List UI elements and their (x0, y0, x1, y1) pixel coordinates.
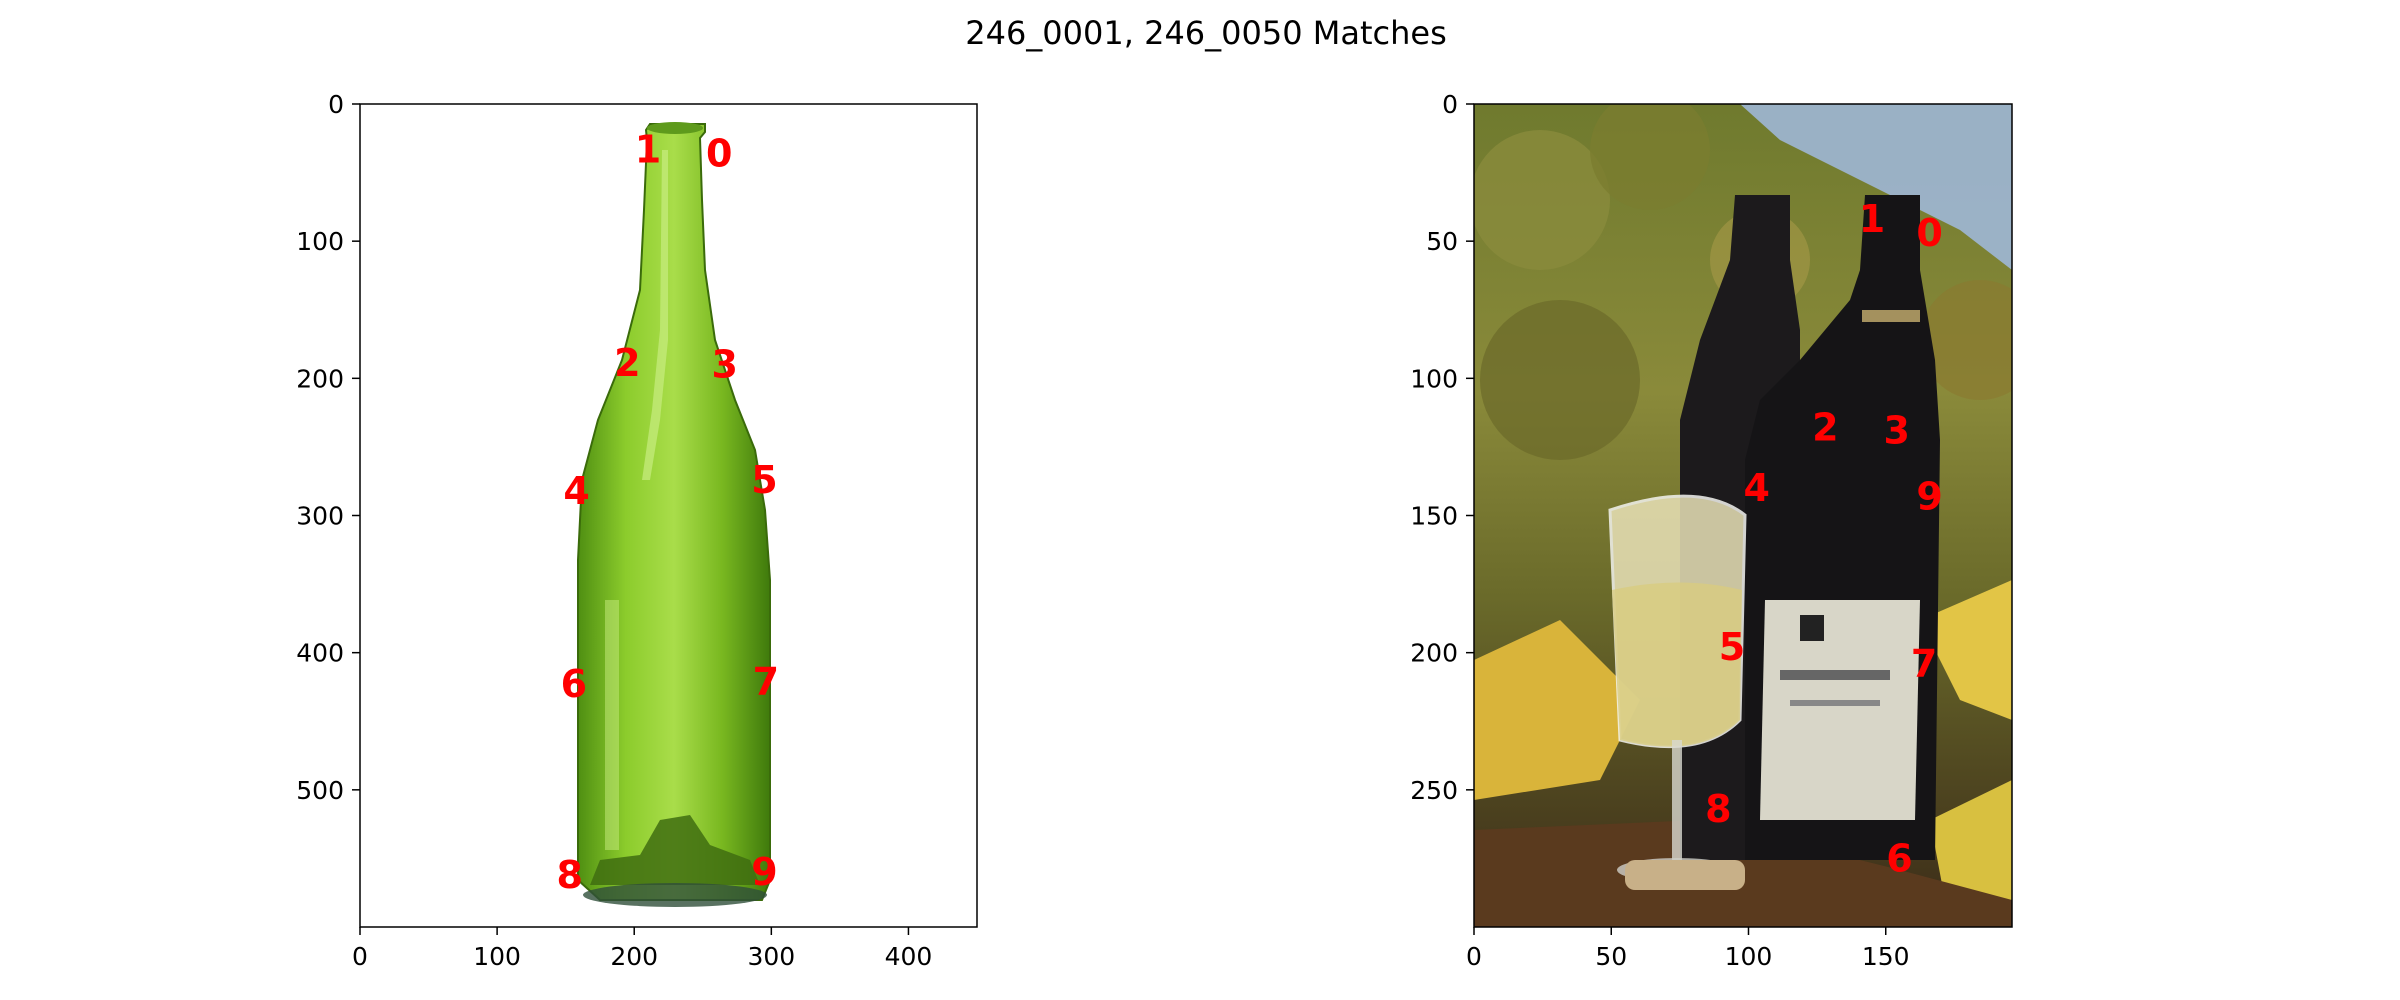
keypoint-label: 6 (561, 662, 587, 706)
left-x-axis: 0 100 200 300 400 (352, 927, 932, 971)
y-tick-label: 100 (1410, 364, 1458, 393)
y-tick-label: 150 (1410, 502, 1458, 531)
keypoint-label: 4 (1743, 466, 1769, 510)
keypoint-label: 1 (1859, 197, 1885, 241)
y-tick-label: 300 (296, 502, 344, 531)
keypoint-label: 2 (1812, 406, 1838, 450)
x-tick-label: 300 (747, 942, 795, 971)
y-tick-label: 200 (296, 364, 344, 393)
keypoint-label: 8 (1705, 787, 1731, 831)
x-tick-label: 400 (885, 942, 933, 971)
x-tick-label: 50 (1595, 942, 1627, 971)
x-tick-label: 150 (1862, 942, 1910, 971)
right-x-axis: 0 50 100 150 (1466, 927, 1910, 971)
keypoint-label: 6 (1886, 836, 1912, 880)
keypoint-label: 1 (635, 127, 661, 171)
keypoint-label: 2 (614, 341, 640, 385)
keypoint-label: 5 (1719, 625, 1745, 669)
right-image (1474, 104, 2012, 927)
right-y-axis: 0 50 100 150 200 250 (1410, 90, 1474, 805)
keypoint-label: 0 (706, 131, 732, 175)
x-tick-label: 200 (610, 942, 658, 971)
keypoint-label: 0 (1916, 211, 1942, 255)
keypoint-label: 7 (1911, 642, 1937, 686)
panel-left: 0 100 200 300 400 0 100 200 300 400 500 0 1 2 3 4 5 6 7 8… (296, 90, 978, 971)
x-tick-label: 100 (473, 942, 521, 971)
keypoint-label: 8 (557, 853, 583, 897)
keypoint-label: 5 (751, 458, 777, 502)
y-tick-label: 500 (296, 776, 344, 805)
y-tick-label: 50 (1426, 227, 1458, 256)
right-keypoints: 01 2 3 4 5 6 7 8 9 (1705, 197, 1943, 880)
keypoint-label: 3 (711, 343, 737, 387)
y-tick-label: 0 (328, 90, 344, 119)
keypoint-label: 7 (753, 659, 779, 703)
y-tick-label: 0 (1442, 90, 1458, 119)
keypoint-label: 3 (1883, 408, 1909, 452)
figure-title: 246_0001, 246_0050 Matches (965, 14, 1447, 52)
x-tick-label: 0 (352, 942, 368, 971)
y-tick-label: 400 (296, 639, 344, 668)
left-y-axis: 0 100 200 300 400 500 (296, 90, 360, 805)
left-keypoints: 0 1 2 3 4 5 6 7 8 9 (557, 127, 780, 897)
left-image (360, 104, 977, 927)
keypoint-label: 9 (751, 850, 777, 894)
x-tick-label: 0 (1466, 942, 1482, 971)
keypoint-label: 9 (1916, 474, 1942, 518)
y-tick-label: 100 (296, 227, 344, 256)
y-tick-label: 250 (1410, 776, 1458, 805)
keypoint-label: 4 (563, 469, 589, 513)
y-tick-label: 200 (1410, 639, 1458, 668)
x-tick-label: 100 (1725, 942, 1773, 971)
